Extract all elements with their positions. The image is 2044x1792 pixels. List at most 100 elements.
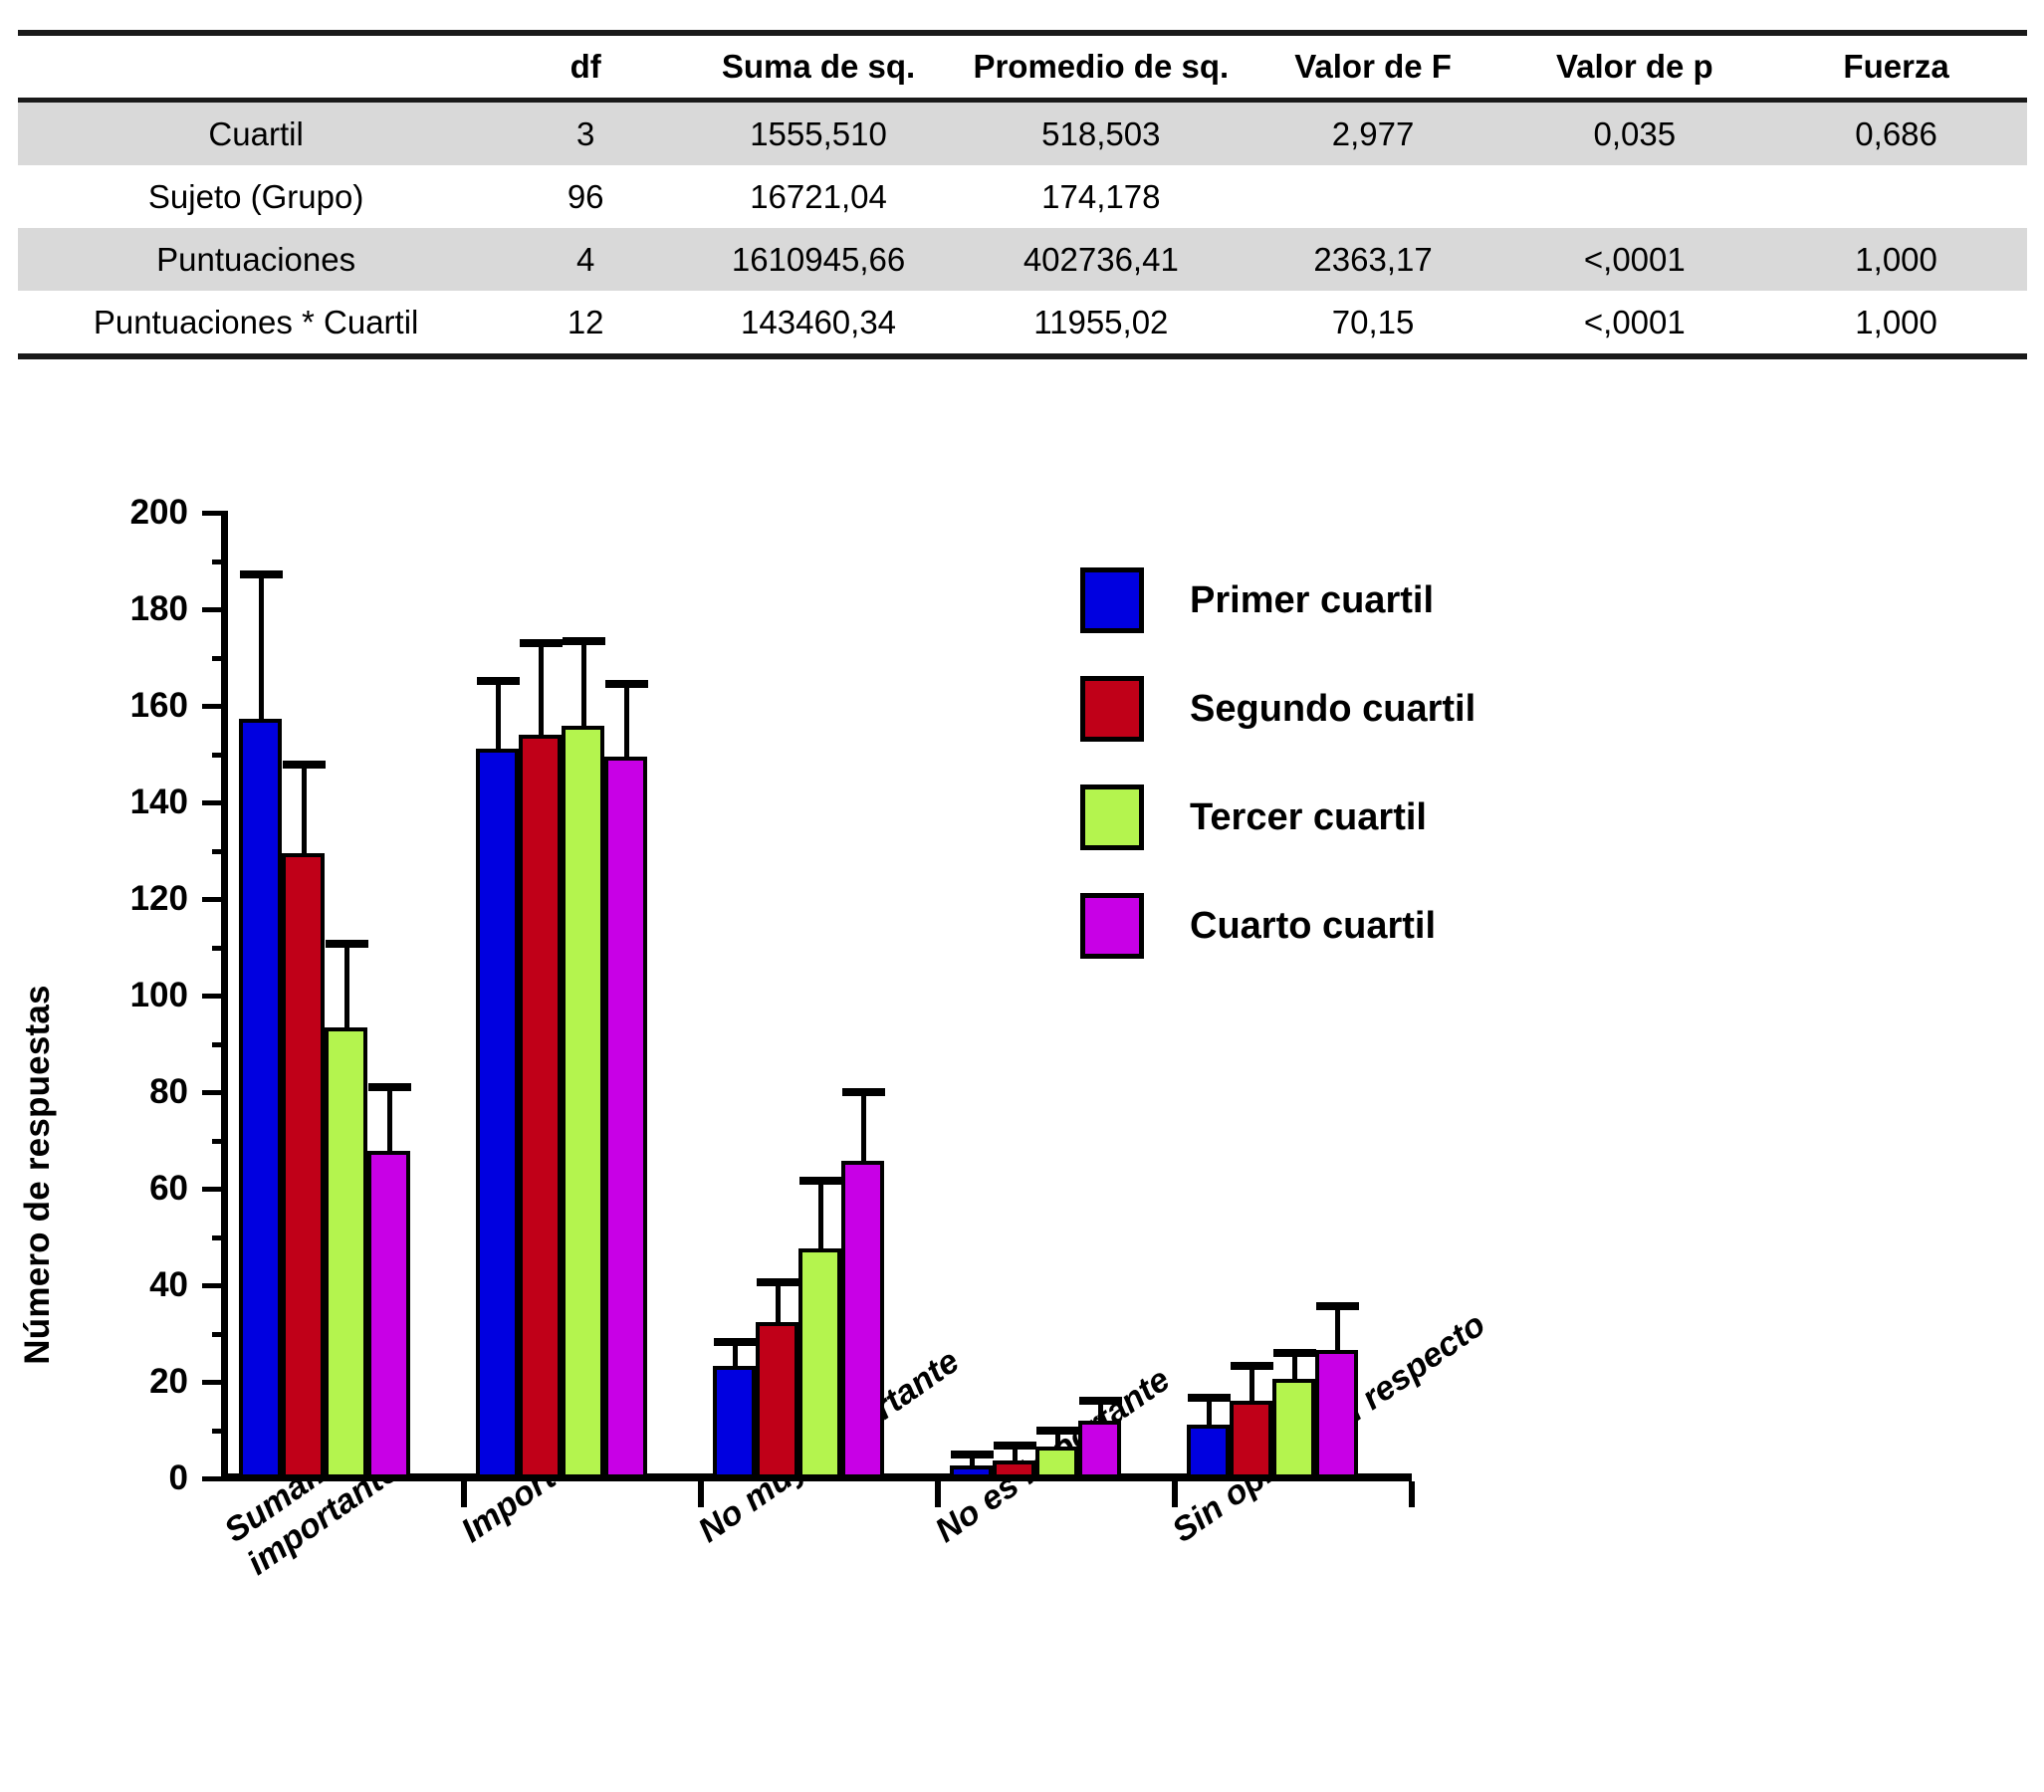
cell-f-value: 70,15 (1331, 303, 1415, 340)
plot-area (227, 513, 1412, 1478)
y-axis-tick-label: 0 (168, 1458, 188, 1497)
y-axis-tick (202, 511, 228, 516)
cell-mean-sq: 402736,41 (1022, 240, 1179, 278)
y-axis-tick-label: 100 (129, 976, 188, 1014)
bar (1272, 1379, 1315, 1478)
error-bar (732, 1346, 738, 1366)
error-bar-cap (1187, 1394, 1231, 1403)
header-blank (18, 36, 494, 98)
cell-f-value: 2363,17 (1313, 240, 1433, 278)
y-axis-tick-label: 140 (129, 783, 188, 821)
error-bar-cap (604, 680, 648, 689)
cell-df: 4 (576, 240, 595, 278)
bar (604, 756, 647, 1478)
cell-mean-sq: 11955,02 (1033, 303, 1169, 340)
y-axis-tick (202, 1090, 228, 1095)
table-row: Sujeto (Grupo) 96 16721,04 174,178 (18, 165, 2027, 228)
y-axis: 0 20 40 60 80 100 120 140 160 180 200 (0, 493, 228, 1497)
error-bar (301, 769, 307, 854)
bar (1187, 1424, 1230, 1478)
bar (282, 853, 325, 1478)
y-axis-tick (202, 897, 228, 902)
y-axis-tick-label: 20 (149, 1362, 188, 1401)
table-header-row: df Suma de sq. Promedio de sq. Valor de … (18, 36, 2027, 98)
table-row: Puntuaciones * Cuartil 12 143460,34 1195… (18, 291, 2027, 353)
y-axis-tick (202, 1476, 228, 1481)
legend-label: Tercer cuartil (1190, 795, 1427, 838)
cell-sum-sq: 1555,510 (750, 114, 887, 152)
error-bar-cap (756, 1277, 799, 1286)
cell-p-value: 0,035 (1593, 114, 1677, 152)
error-bar (1054, 1434, 1060, 1448)
y-axis-minor-tick (212, 1234, 228, 1240)
y-axis-minor-tick (212, 559, 228, 564)
legend-color-swatch (1080, 893, 1144, 959)
error-bar-cap (1272, 1348, 1316, 1357)
error-bar (1097, 1404, 1103, 1422)
legend-label: Primer cuartil (1190, 578, 1434, 621)
y-axis-tick-label: 60 (149, 1169, 188, 1208)
error-bar (258, 578, 264, 720)
y-axis-minor-tick (212, 848, 228, 854)
error-bar-cap (562, 637, 605, 646)
cell-power: 1,000 (1855, 240, 1937, 278)
y-axis-tick (202, 994, 228, 999)
y-axis-minor-tick (212, 1428, 228, 1434)
y-axis-tick-label: 80 (149, 1072, 188, 1111)
y-axis-minor-tick (212, 1138, 228, 1144)
x-axis-tick (935, 1481, 941, 1507)
cell-df: 96 (567, 177, 604, 215)
y-axis-tick-label: 40 (149, 1265, 188, 1304)
bar (1035, 1447, 1078, 1478)
error-bar-cap (282, 761, 326, 770)
error-bar-cap (950, 1450, 994, 1458)
legend-item[interactable]: Cuarto cuartil (1080, 893, 1476, 959)
legend-color-swatch (1080, 567, 1144, 633)
error-bar (1291, 1356, 1297, 1380)
bar (841, 1160, 884, 1478)
error-bar (386, 1091, 392, 1152)
row-label: Sujeto (Grupo) (147, 177, 364, 215)
error-bar (580, 645, 586, 727)
bar (713, 1365, 756, 1478)
y-axis-tick (202, 1380, 228, 1385)
error-bar-cap (1078, 1396, 1122, 1405)
row-label: Cuartil (208, 114, 304, 152)
legend-item[interactable]: Segundo cuartil (1080, 676, 1476, 742)
bar (519, 734, 562, 1478)
row-label: Puntuaciones * Cuartil (93, 303, 419, 340)
error-bar-cap (993, 1441, 1036, 1450)
legend-label: Segundo cuartil (1190, 687, 1476, 730)
y-axis-minor-tick (212, 655, 228, 661)
y-axis-tick (202, 607, 228, 612)
x-axis-tick (1409, 1481, 1415, 1507)
cell-power (1765, 165, 2027, 228)
bar (1230, 1400, 1272, 1478)
error-bar-cap (519, 639, 563, 648)
legend-item[interactable]: Primer cuartil (1080, 567, 1476, 633)
y-axis-tick (202, 704, 228, 709)
cell-p-value (1503, 165, 1765, 228)
error-bar-cap (713, 1338, 757, 1347)
legend-label: Cuarto cuartil (1190, 904, 1437, 947)
error-bar-cap (1315, 1301, 1359, 1310)
y-axis-tick-label: 200 (129, 493, 188, 532)
error-bar (775, 1286, 781, 1322)
cell-sum-sq: 143460,34 (741, 303, 897, 340)
bar (798, 1248, 841, 1478)
table-row: Cuartil 3 1555,510 518,503 2,977 0,035 0… (18, 103, 2027, 165)
table-bottom-rule (18, 353, 2027, 359)
error-bar (969, 1457, 975, 1466)
cell-f-value (1243, 165, 1504, 228)
legend-item[interactable]: Tercer cuartil (1080, 784, 1476, 850)
row-label: Puntuaciones (156, 240, 356, 278)
cell-sum-sq: 1610945,66 (731, 240, 906, 278)
x-axis-tick (461, 1481, 467, 1507)
anova-table: df Suma de sq. Promedio de sq. Valor de … (18, 30, 2027, 359)
error-bar-cap (325, 940, 368, 949)
error-bar-cap (239, 570, 283, 579)
bar (1078, 1421, 1121, 1478)
x-axis-tick (1172, 1481, 1178, 1507)
cell-sum-sq: 16721,04 (750, 177, 887, 215)
table-mid-rule (18, 98, 2027, 103)
